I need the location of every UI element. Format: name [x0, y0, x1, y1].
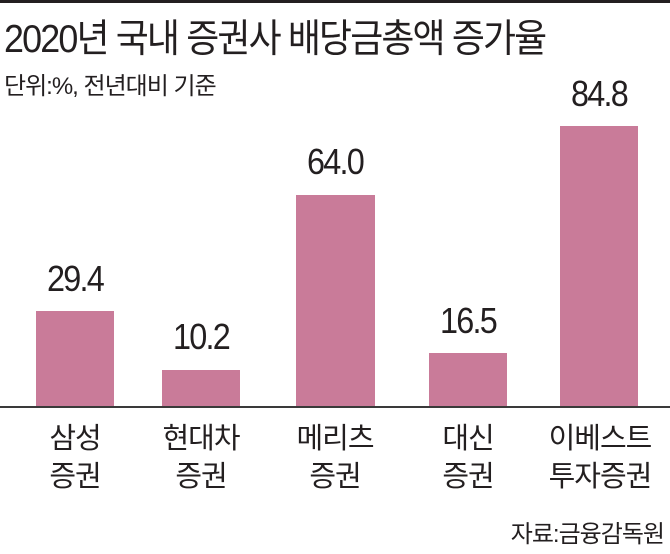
category-label-hyundai: 현대차 증권: [126, 420, 276, 496]
category-line2: 증권: [175, 461, 227, 493]
category-line2: 투자증권: [548, 461, 653, 493]
source-note: 자료:금융감독원: [510, 521, 665, 548]
bar-samsung: [36, 311, 114, 407]
category-label-samsung: 삼성 증권: [0, 420, 150, 496]
bar-daishin: [429, 353, 507, 407]
bar-hyundai: [162, 370, 240, 407]
category-line1: 대신: [442, 423, 494, 455]
value-label-daishin: 16.5: [440, 300, 498, 341]
value-label-ebest: 84.8: [571, 73, 629, 114]
bar-meritz: [296, 195, 375, 407]
value-label-hyundai: 10.2: [173, 316, 231, 357]
category-line1: 이베스트: [548, 423, 653, 455]
category-line1: 현대차: [162, 423, 240, 455]
chart-title: 2020년 국내 증권사 배당금총액 증가율: [4, 18, 547, 61]
top-rule: [0, 0, 670, 3]
value-label-meritz: 64.0: [307, 141, 365, 182]
category-label-meritz: 메리츠 증권: [260, 420, 410, 496]
category-label-ebest: 이베스트 투자증권: [525, 420, 670, 496]
chart-subtitle: 단위:%, 전년대비 기준: [4, 73, 217, 100]
category-line2: 증권: [309, 461, 361, 493]
category-line2: 증권: [49, 461, 101, 493]
value-label-samsung: 29.4: [47, 258, 105, 299]
category-line2: 증권: [442, 461, 494, 493]
category-line1: 메리츠: [296, 423, 374, 455]
category-label-daishin: 대신 증권: [393, 420, 543, 496]
category-line1: 삼성: [49, 423, 101, 455]
x-axis-line: [0, 406, 670, 408]
bar-ebest: [560, 126, 638, 407]
